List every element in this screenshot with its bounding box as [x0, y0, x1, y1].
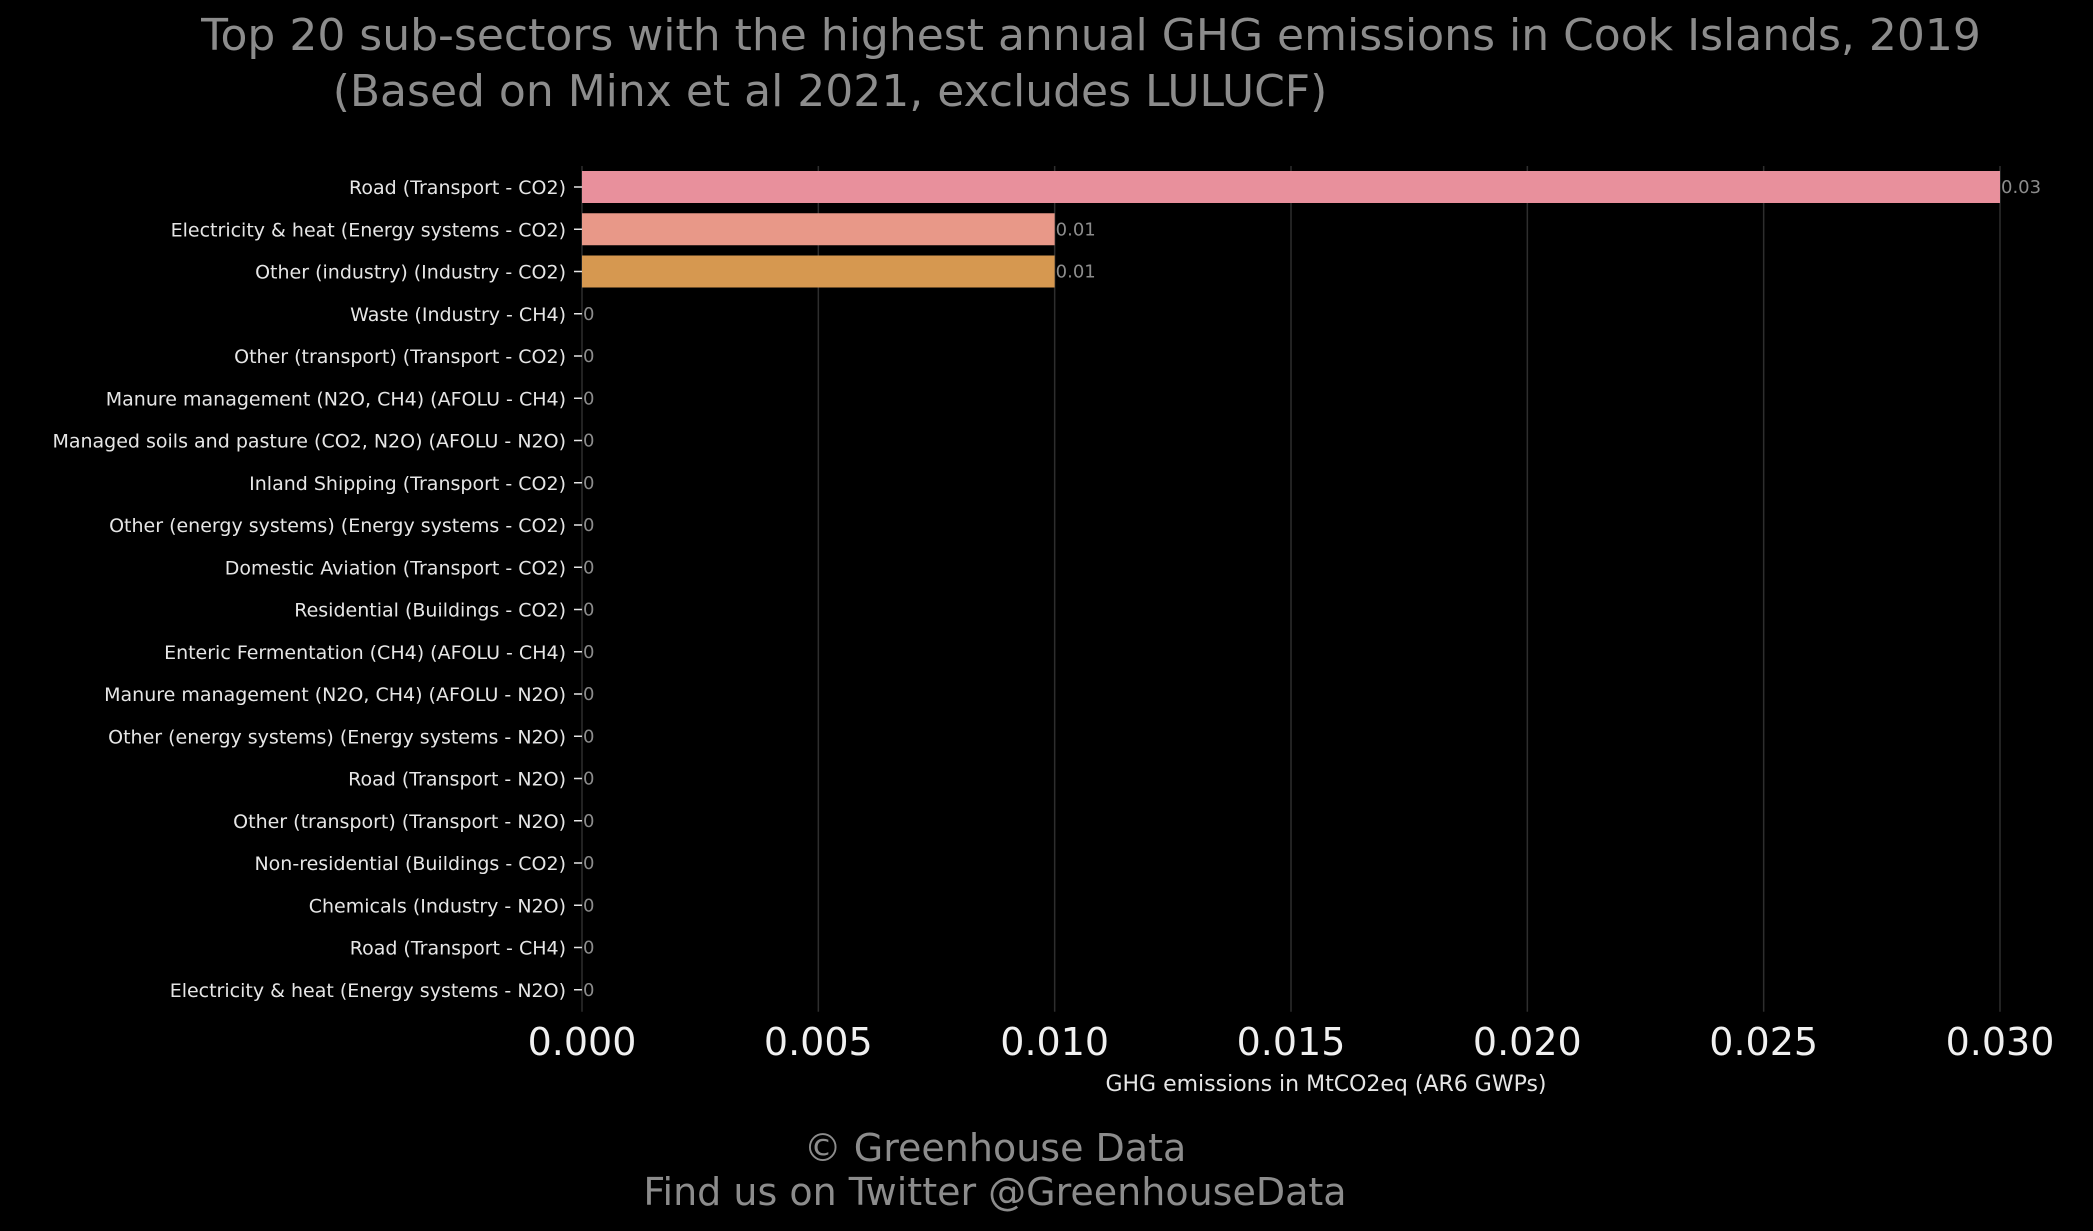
x-tick-label: 0.025 [1709, 1020, 1818, 1064]
x-tick-label: 0.000 [528, 1020, 637, 1064]
data-label: 0 [583, 346, 594, 367]
data-label: 0 [583, 642, 594, 663]
bar [582, 255, 1055, 288]
category-label: Non-residential (Buildings - CO2) [254, 853, 566, 875]
x-tick-label: 0.030 [1946, 1020, 2055, 1064]
data-label: 0 [583, 895, 594, 916]
grid-lines [581, 166, 2001, 1012]
category-label: Residential (Buildings - CO2) [294, 600, 566, 622]
x-tick-label: 0.005 [764, 1020, 873, 1064]
chart-title: Top 20 sub-sectors with the highest annu… [201, 10, 1981, 61]
category-label: Other (transport) (Transport - CO2) [234, 346, 566, 368]
footer-twitter: Find us on Twitter @GreenhouseData [643, 1170, 1347, 1214]
category-labels: Road (Transport - CO2) Electricity & heat… [52, 177, 582, 1002]
category-label: Other (industry) (Industry - CO2) [255, 262, 566, 284]
x-axis-ticks: 0.000 0.005 0.010 0.015 0.020 0.025 0.030 [528, 1020, 2055, 1064]
data-label: 0 [583, 557, 594, 578]
x-axis-label: GHG emissions in MtCO2eq (AR6 GWPs) [1105, 1072, 1546, 1097]
data-label: 0 [583, 853, 594, 874]
data-label: 0 [583, 304, 594, 325]
category-label: Road (Transport - N2O) [348, 769, 566, 791]
category-label: Other (energy systems) (Energy systems -… [109, 515, 566, 537]
bar [582, 213, 1055, 246]
data-label: 0 [583, 431, 594, 452]
data-label: 0 [583, 473, 594, 494]
bars [582, 171, 2000, 288]
category-label: Enteric Fermentation (CH4) (AFOLU - CH4) [164, 642, 566, 664]
data-label: 0 [583, 980, 594, 1001]
data-label: 0.01 [1056, 262, 1096, 283]
data-label: 0 [583, 769, 594, 790]
category-label: Domestic Aviation (Transport - CO2) [225, 557, 566, 579]
footer-copyright: © Greenhouse Data [803, 1126, 1187, 1170]
x-tick-label: 0.010 [1000, 1020, 1109, 1064]
x-tick-label: 0.020 [1473, 1020, 1582, 1064]
category-label: Manure management (N2O, CH4) (AFOLU - CH… [106, 388, 566, 410]
data-label: 0 [583, 811, 594, 832]
category-label: Other (energy systems) (Energy systems -… [108, 726, 566, 748]
data-label: 0.03 [2001, 177, 2041, 198]
category-label: Road (Transport - CO2) [349, 177, 566, 199]
category-label: Road (Transport - CH4) [350, 938, 566, 960]
data-label: 0 [583, 726, 594, 747]
data-label: 0.01 [1056, 219, 1096, 240]
category-label: Inland Shipping (Transport - CO2) [249, 473, 566, 495]
category-label: Other (transport) (Transport - N2O) [233, 811, 566, 833]
data-label: 0 [583, 684, 594, 705]
category-label: Manure management (N2O, CH4) (AFOLU - N2… [104, 684, 566, 706]
chart-subtitle: (Based on Minx et al 2021, excludes LULU… [332, 66, 1328, 117]
bar [582, 171, 2000, 203]
data-label: 0 [583, 515, 594, 536]
category-label: Electricity & heat (Energy systems - CO2… [171, 219, 566, 241]
data-label: 0 [583, 938, 594, 959]
data-label: 0 [583, 600, 594, 621]
category-label: Electricity & heat (Energy systems - N2O… [170, 980, 566, 1002]
data-label: 0 [583, 388, 594, 409]
category-label: Waste (Industry - CH4) [350, 304, 566, 326]
category-label: Managed soils and pasture (CO2, N2O) (AF… [52, 431, 566, 453]
category-label: Chemicals (Industry - N2O) [309, 895, 566, 917]
x-tick-label: 0.015 [1237, 1020, 1346, 1064]
data-labels: 0.03 0.01 0.01 0 0 0 0 0 0 0 0 0 0 0 0 0 0 0 0 0 [583, 177, 2041, 1001]
